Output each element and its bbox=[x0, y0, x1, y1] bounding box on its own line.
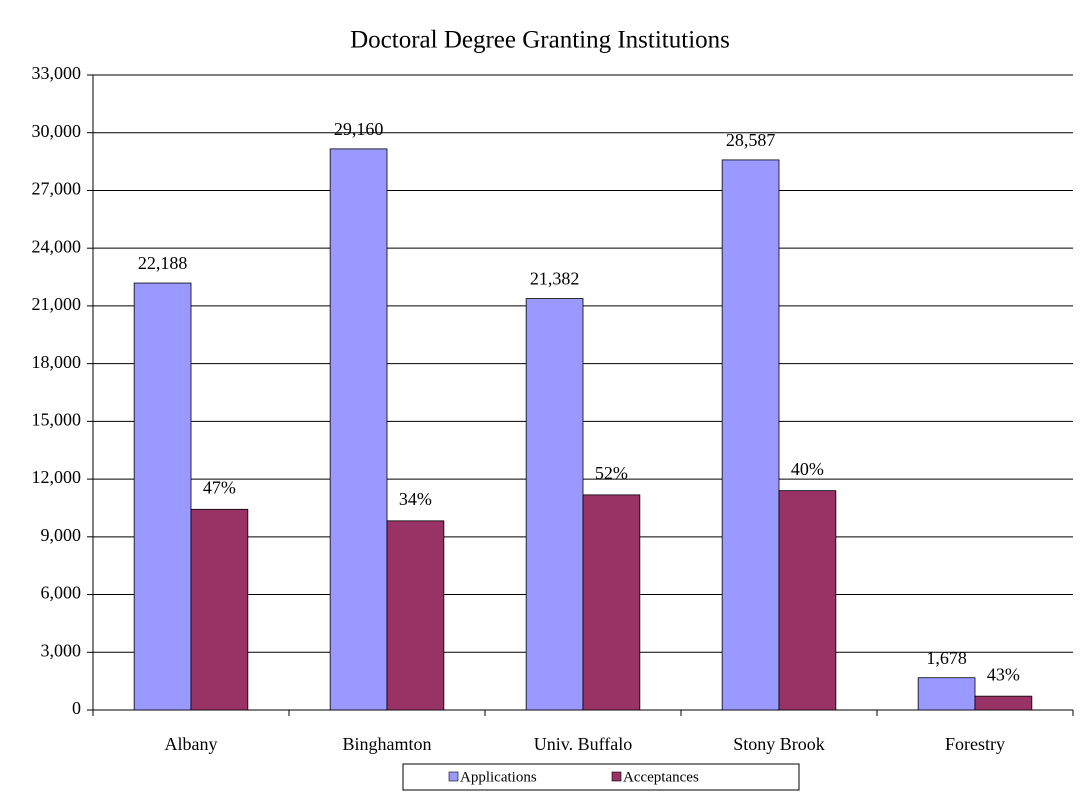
x-tick-label: Binghamton bbox=[343, 734, 432, 754]
data-label: 29,160 bbox=[334, 119, 384, 139]
bar bbox=[386, 520, 445, 711]
bar bbox=[582, 494, 641, 711]
y-tick-label: 33,000 bbox=[32, 63, 82, 83]
x-tick-label: Albany bbox=[165, 734, 218, 754]
legend-box bbox=[402, 763, 800, 791]
bar bbox=[525, 298, 584, 711]
legend-swatch bbox=[611, 771, 622, 782]
y-tick-label: 24,000 bbox=[32, 236, 82, 256]
y-tick-label: 27,000 bbox=[32, 179, 82, 199]
bar bbox=[917, 677, 976, 711]
bar bbox=[329, 148, 388, 711]
y-tick-label: 9,000 bbox=[41, 525, 82, 545]
chart-title: Doctoral Degree Granting Institutions bbox=[350, 27, 730, 54]
x-tick-label: Stony Brook bbox=[733, 734, 825, 754]
bar bbox=[721, 159, 780, 711]
y-tick-label: 3,000 bbox=[41, 640, 82, 660]
y-tick-label: 0 bbox=[72, 698, 81, 718]
y-tick-label: 12,000 bbox=[32, 467, 82, 487]
data-label: 1,678 bbox=[926, 648, 967, 668]
bar bbox=[133, 282, 192, 711]
legend-label: Applications bbox=[460, 769, 537, 785]
x-tick-label: Univ. Buffalo bbox=[534, 734, 633, 754]
data-label: 21,382 bbox=[530, 269, 580, 289]
data-label: 22,188 bbox=[138, 253, 188, 273]
y-tick-label: 15,000 bbox=[32, 409, 82, 429]
y-tick-label: 18,000 bbox=[32, 352, 82, 372]
data-label: 47% bbox=[203, 477, 236, 497]
legend-label: Acceptances bbox=[623, 769, 699, 785]
data-label: 40% bbox=[791, 459, 824, 479]
data-label: 28,587 bbox=[726, 130, 776, 150]
data-label: 43% bbox=[987, 664, 1020, 684]
data-label: 52% bbox=[595, 463, 628, 483]
legend-swatch bbox=[448, 771, 459, 782]
bar bbox=[974, 695, 1033, 711]
y-tick-label: 6,000 bbox=[41, 583, 82, 603]
y-tick-label: 21,000 bbox=[32, 294, 82, 314]
bar bbox=[190, 508, 249, 711]
x-tick-label: Forestry bbox=[945, 734, 1005, 754]
data-label: 34% bbox=[399, 489, 432, 509]
y-tick-label: 30,000 bbox=[32, 121, 82, 141]
bar bbox=[778, 490, 837, 711]
